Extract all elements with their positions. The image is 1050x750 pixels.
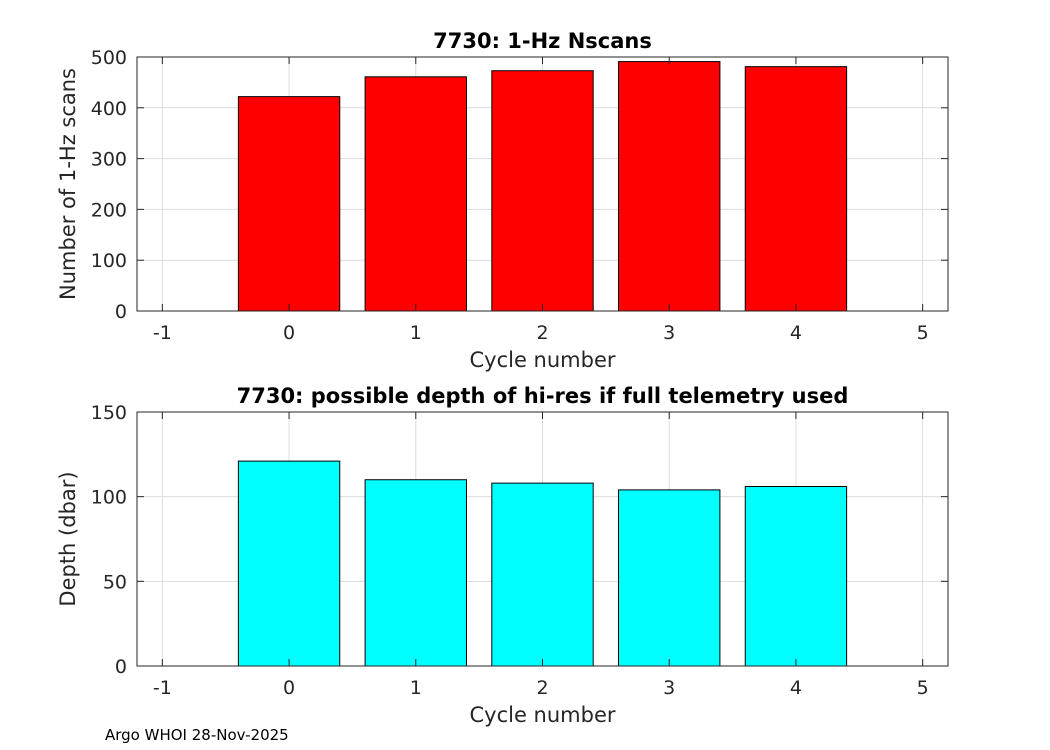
x-tick-label: -1	[153, 322, 172, 344]
x-tick-label: 0	[283, 677, 295, 699]
x-tick-label: 3	[663, 322, 675, 344]
bar-cycle-1	[364, 479, 467, 667]
x-tick-label: 2	[536, 677, 548, 699]
y-tick-label: 200	[91, 199, 127, 221]
footer-credit: Argo WHOI 28-Nov-2025	[105, 726, 289, 744]
x-tick-label: 1	[410, 677, 422, 699]
x-tick-label: 3	[663, 677, 675, 699]
chart-title: 7730: 1-Hz Nscans	[433, 29, 652, 53]
x-tick-label: 2	[536, 322, 548, 344]
y-tick-label: 50	[103, 571, 127, 593]
bar-cycle-3	[618, 61, 721, 312]
y-tick-label: 500	[91, 47, 127, 69]
x-tick-label: 1	[410, 322, 422, 344]
x-tick-label: -1	[153, 677, 172, 699]
x-tick-label: 0	[283, 322, 295, 344]
x-tick-label: 4	[790, 322, 802, 344]
y-tick-label: 100	[91, 250, 127, 272]
bar-cycle-4	[744, 66, 848, 312]
chart-title: 7730: possible depth of hi-res if full t…	[237, 384, 849, 408]
bar-cycle-4	[744, 486, 848, 667]
x-tick-label: 5	[917, 322, 929, 344]
x-tick-label: 4	[790, 677, 802, 699]
bar-cycle-0	[237, 460, 341, 667]
bar-cycle-2	[491, 482, 594, 667]
bar-cycle-0	[237, 96, 341, 312]
y-tick-label: 0	[115, 656, 127, 678]
nscans-chart: -1 0 1 2 3 4 5 0 100 200 300 400 500 7730: 1-Hz Nscan…	[56, 29, 949, 372]
x-axis-label: Cycle number	[469, 348, 615, 372]
y-axis-label: Number of 1-Hz scans	[56, 68, 80, 300]
x-axis-label: Cycle number	[469, 703, 615, 727]
bar-cycle-2	[491, 70, 594, 312]
y-tick-label: 300	[91, 149, 127, 171]
bar-cycle-3	[618, 489, 721, 667]
y-tick-label: 0	[115, 301, 127, 323]
y-tick-label: 100	[91, 487, 127, 509]
x-tick-label: 5	[917, 677, 929, 699]
y-tick-label: 400	[91, 98, 127, 120]
y-tick-label: 150	[91, 402, 127, 424]
bar-cycle-1	[364, 76, 467, 312]
y-axis-label: Depth (dbar)	[56, 471, 80, 606]
